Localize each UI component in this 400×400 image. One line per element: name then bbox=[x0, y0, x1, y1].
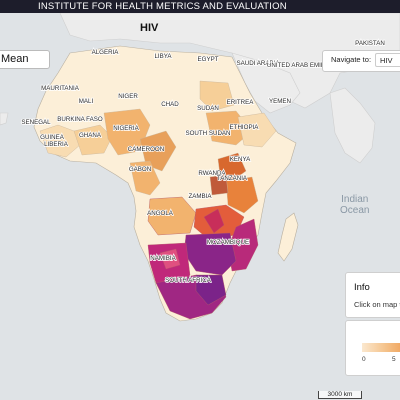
scale-bar: 3000 km bbox=[318, 391, 362, 399]
label-ethiopia: ETHIOPIA bbox=[230, 124, 260, 131]
info-hint: Click on map to bbox=[354, 300, 400, 309]
label-egypt: EGYPT bbox=[198, 56, 219, 63]
label-tanzania: TANZANIA bbox=[217, 175, 248, 182]
map-title: HIV bbox=[140, 22, 159, 34]
map-area[interactable]: ALGERIA LIBYA EGYPT SAUDI ARABIA UNITED … bbox=[0, 13, 400, 400]
label-saudi-arabia: SAUDI ARABIA bbox=[237, 60, 281, 67]
label-zambia: ZAMBIA bbox=[188, 193, 212, 200]
info-title: Info bbox=[354, 282, 370, 293]
org-name: INSTITUTE FOR HEALTH METRICS AND EVALUAT… bbox=[38, 1, 287, 12]
label-algeria: ALGERIA bbox=[92, 49, 120, 56]
label-pakistan: PAKISTAN bbox=[355, 40, 385, 47]
navigate-control: Navigate to: HIV bbox=[322, 50, 400, 72]
surrounding-land bbox=[0, 13, 400, 164]
ocean-label: Indian Ocean bbox=[340, 194, 369, 216]
label-south-africa: SOUTH AFRICA bbox=[165, 277, 212, 284]
label-libya: LIBYA bbox=[154, 53, 172, 60]
label-uae: UNITED ARAB EMIRATES bbox=[267, 62, 341, 69]
legend-tick-5: 5 bbox=[392, 356, 396, 363]
label-kenya: KENYA bbox=[230, 156, 251, 163]
label-rwanda: RWANDA bbox=[198, 170, 226, 177]
madagascar-region[interactable] bbox=[277, 212, 299, 262]
info-panel: Info Click on map to bbox=[345, 272, 400, 318]
label-mozambique: MOZAMBIQUE bbox=[207, 239, 249, 246]
label-cameroon: CAMEROON bbox=[128, 146, 164, 153]
measure-tab[interactable]: Mean bbox=[0, 50, 50, 69]
label-sudan: SUDAN bbox=[197, 105, 219, 112]
navigate-select[interactable]: HIV bbox=[375, 53, 400, 67]
label-mali: MALI bbox=[79, 98, 94, 105]
label-angola: ANGOLA bbox=[147, 210, 174, 217]
legend-tick-0: 0 bbox=[362, 356, 366, 363]
label-senegal: SENEGAL bbox=[21, 119, 51, 126]
southern-africa-regions[interactable] bbox=[147, 196, 259, 320]
label-namibia: NAMIBIA bbox=[150, 255, 176, 262]
label-liberia: LIBERIA bbox=[44, 141, 69, 148]
east-africa-regions[interactable] bbox=[199, 80, 277, 214]
ocean-label-line1: Indian bbox=[341, 194, 369, 205]
navigate-label: Navigate to: bbox=[331, 55, 372, 64]
label-ghana: GHANA bbox=[79, 132, 102, 139]
legend-panel: 0 5 bbox=[345, 320, 400, 376]
ocean-label-line2: Ocean bbox=[340, 205, 370, 216]
west-africa-regions[interactable] bbox=[39, 108, 177, 196]
scale-label: 3000 km bbox=[327, 391, 353, 398]
label-eritrea: ERITREA bbox=[227, 99, 255, 106]
label-yemen: YEMEN bbox=[269, 98, 291, 105]
label-burkina-faso: BURKINA FASO bbox=[57, 116, 103, 123]
label-gabon: GABON bbox=[129, 166, 151, 173]
top-header-bar: INSTITUTE FOR HEALTH METRICS AND EVALUAT… bbox=[0, 0, 400, 13]
legend-color-bar bbox=[362, 343, 400, 352]
country-labels: ALGERIA LIBYA EGYPT SAUDI ARABIA UNITED … bbox=[21, 39, 386, 285]
label-south-sudan: SOUTH SUDAN bbox=[185, 130, 230, 137]
label-nigeria: NIGERIA bbox=[113, 125, 139, 132]
choropleth-map[interactable]: ALGERIA LIBYA EGYPT SAUDI ARABIA UNITED … bbox=[0, 13, 400, 400]
label-mauritania: MAURITANIA bbox=[41, 85, 80, 92]
label-chad: CHAD bbox=[161, 101, 179, 108]
label-niger: NIGER bbox=[118, 93, 138, 100]
label-guinea: GUINEA bbox=[40, 134, 65, 141]
